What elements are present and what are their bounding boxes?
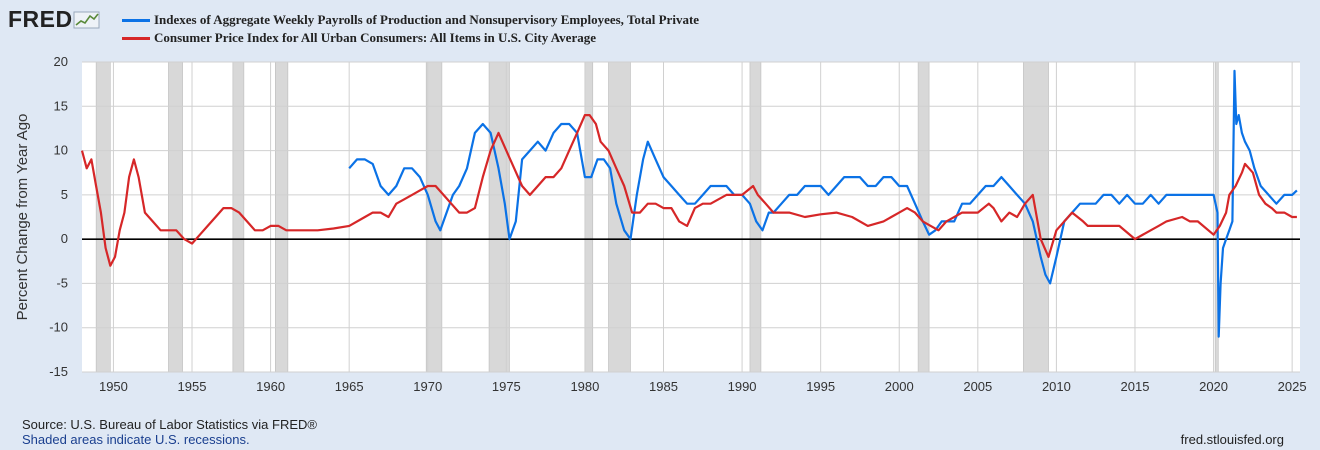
recession-note: Shaded areas indicate U.S. recessions.: [22, 432, 250, 447]
fred-logo-graph-icon: [73, 11, 100, 28]
y-tick-label: 15: [54, 98, 68, 113]
y-tick-label: 20: [54, 54, 68, 69]
recession-band-0: [95, 61, 111, 373]
recession-band-6: [584, 61, 594, 373]
recession-band-1: [168, 61, 183, 373]
y-tick-label: -15: [49, 364, 68, 379]
series-line-0[interactable]: [348, 69, 1298, 338]
y-tick-label: 0: [61, 231, 68, 246]
series-line-1[interactable]: [80, 113, 1297, 267]
x-tick-label: 1975: [492, 379, 521, 394]
x-tick-label: 2025: [1278, 379, 1307, 394]
y-tick-label: 10: [54, 143, 68, 158]
x-tick-label: 2005: [963, 379, 992, 394]
x-tick-label: 2015: [1121, 379, 1150, 394]
x-tick-label: 1960: [256, 379, 285, 394]
legend-entry-payrolls[interactable]: Indexes of Aggregate Weekly Payrolls of …: [122, 12, 699, 28]
source-note: Source: U.S. Bureau of Labor Statistics …: [22, 417, 317, 432]
x-tick-label: 2000: [885, 379, 914, 394]
fred-logo-text: FRED: [8, 6, 73, 32]
x-tick-label: 1980: [570, 379, 599, 394]
x-tick-label: 1990: [728, 379, 757, 394]
line-chart[interactable]: -15 -10 -5 0 5 10 15 20 1950 1955 1960 1965 1970 1975…: [0, 0, 1320, 410]
site-url[interactable]: fred.stlouisfed.org: [1180, 432, 1284, 447]
y-tick-label: -5: [56, 275, 68, 290]
legend-label-cpi: Consumer Price Index for All Urban Consu…: [154, 30, 596, 45]
x-tick-label: 1985: [649, 379, 678, 394]
legend-label-payrolls: Indexes of Aggregate Weekly Payrolls of …: [154, 12, 700, 27]
y-tick-label: 5: [61, 187, 68, 202]
legend-swatch-red: [122, 36, 150, 40]
x-tick-label: 1970: [413, 379, 442, 394]
x-tick-label: 1995: [806, 379, 835, 394]
x-tick-label: 2020: [1199, 379, 1228, 394]
x-tick-label: 1950: [99, 379, 128, 394]
legend-swatch-blue: [122, 18, 150, 22]
x-tick-label: 2010: [1042, 379, 1071, 394]
recession-band-3: [275, 61, 289, 373]
legend-entry-cpi[interactable]: Consumer Price Index for All Urban Consu…: [122, 30, 596, 46]
y-axis-label: Percent Change from Year Ago: [14, 114, 31, 321]
fred-logo[interactable]: FRED: [8, 6, 101, 33]
x-tick-label: 1965: [335, 379, 364, 394]
x-tick-label: 1955: [178, 379, 207, 394]
y-tick-label: -10: [49, 320, 68, 335]
